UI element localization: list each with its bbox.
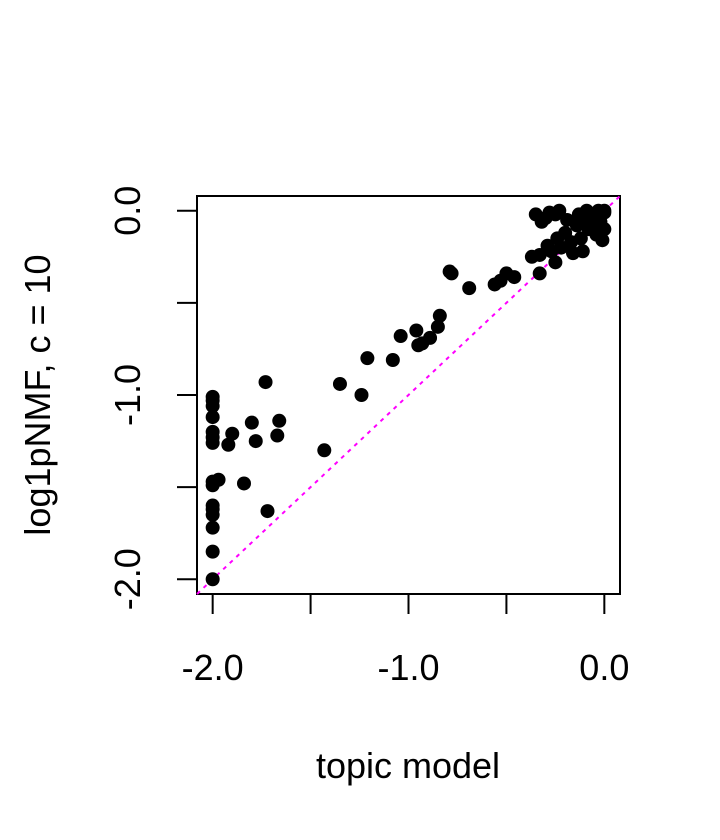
data-point: [532, 266, 547, 281]
data-point: [393, 329, 408, 344]
data-point: [211, 472, 226, 487]
data-point: [462, 281, 477, 296]
data-point: [552, 203, 567, 218]
data-point: [248, 434, 263, 449]
data-point: [332, 376, 347, 391]
data-point: [205, 410, 220, 425]
data-point: [205, 507, 220, 522]
identity-line: [196, 195, 621, 595]
data-point: [225, 426, 240, 441]
data-point: [205, 572, 220, 587]
data-point: [507, 270, 522, 285]
data-point: [432, 308, 447, 323]
data-point: [221, 437, 236, 452]
data-point: [205, 544, 220, 559]
data-point: [532, 247, 547, 262]
data-point: [423, 330, 438, 345]
data-point: [548, 255, 563, 270]
y-tick-label: -2.0: [107, 548, 148, 610]
data-point: [430, 319, 445, 334]
data-point: [360, 351, 375, 366]
data-point: [575, 244, 590, 259]
x-tick-label: -1.0: [377, 647, 439, 688]
data-point: [317, 443, 332, 458]
x-tick-label: 0.0: [579, 647, 629, 688]
data-point: [354, 388, 369, 402]
data-points: [205, 203, 612, 587]
x-tick-label: -2.0: [182, 647, 244, 688]
x-axis: -2.0 -1.0 0.0: [182, 593, 629, 688]
data-point: [258, 375, 273, 390]
y-tick-label: -1.0: [107, 364, 148, 426]
x-axis-label: topic model: [316, 745, 500, 786]
data-point: [205, 435, 220, 450]
data-point: [205, 399, 220, 414]
data-point: [244, 415, 259, 430]
data-point: [597, 203, 612, 218]
data-point: [205, 520, 220, 535]
data-point: [237, 476, 251, 491]
y-tick-label: 0.0: [107, 186, 148, 236]
data-point: [272, 413, 287, 428]
y-axis: -2.0 -1.0 0.0: [107, 186, 198, 610]
data-point: [270, 428, 285, 443]
data-point: [444, 266, 459, 281]
data-point: [597, 222, 612, 237]
data-point: [573, 231, 588, 246]
y-axis-label: log1pNMF, c = 10: [17, 254, 58, 535]
data-point: [595, 233, 610, 248]
data-point: [260, 504, 275, 519]
data-point: [385, 352, 400, 367]
data-point: [409, 323, 424, 338]
